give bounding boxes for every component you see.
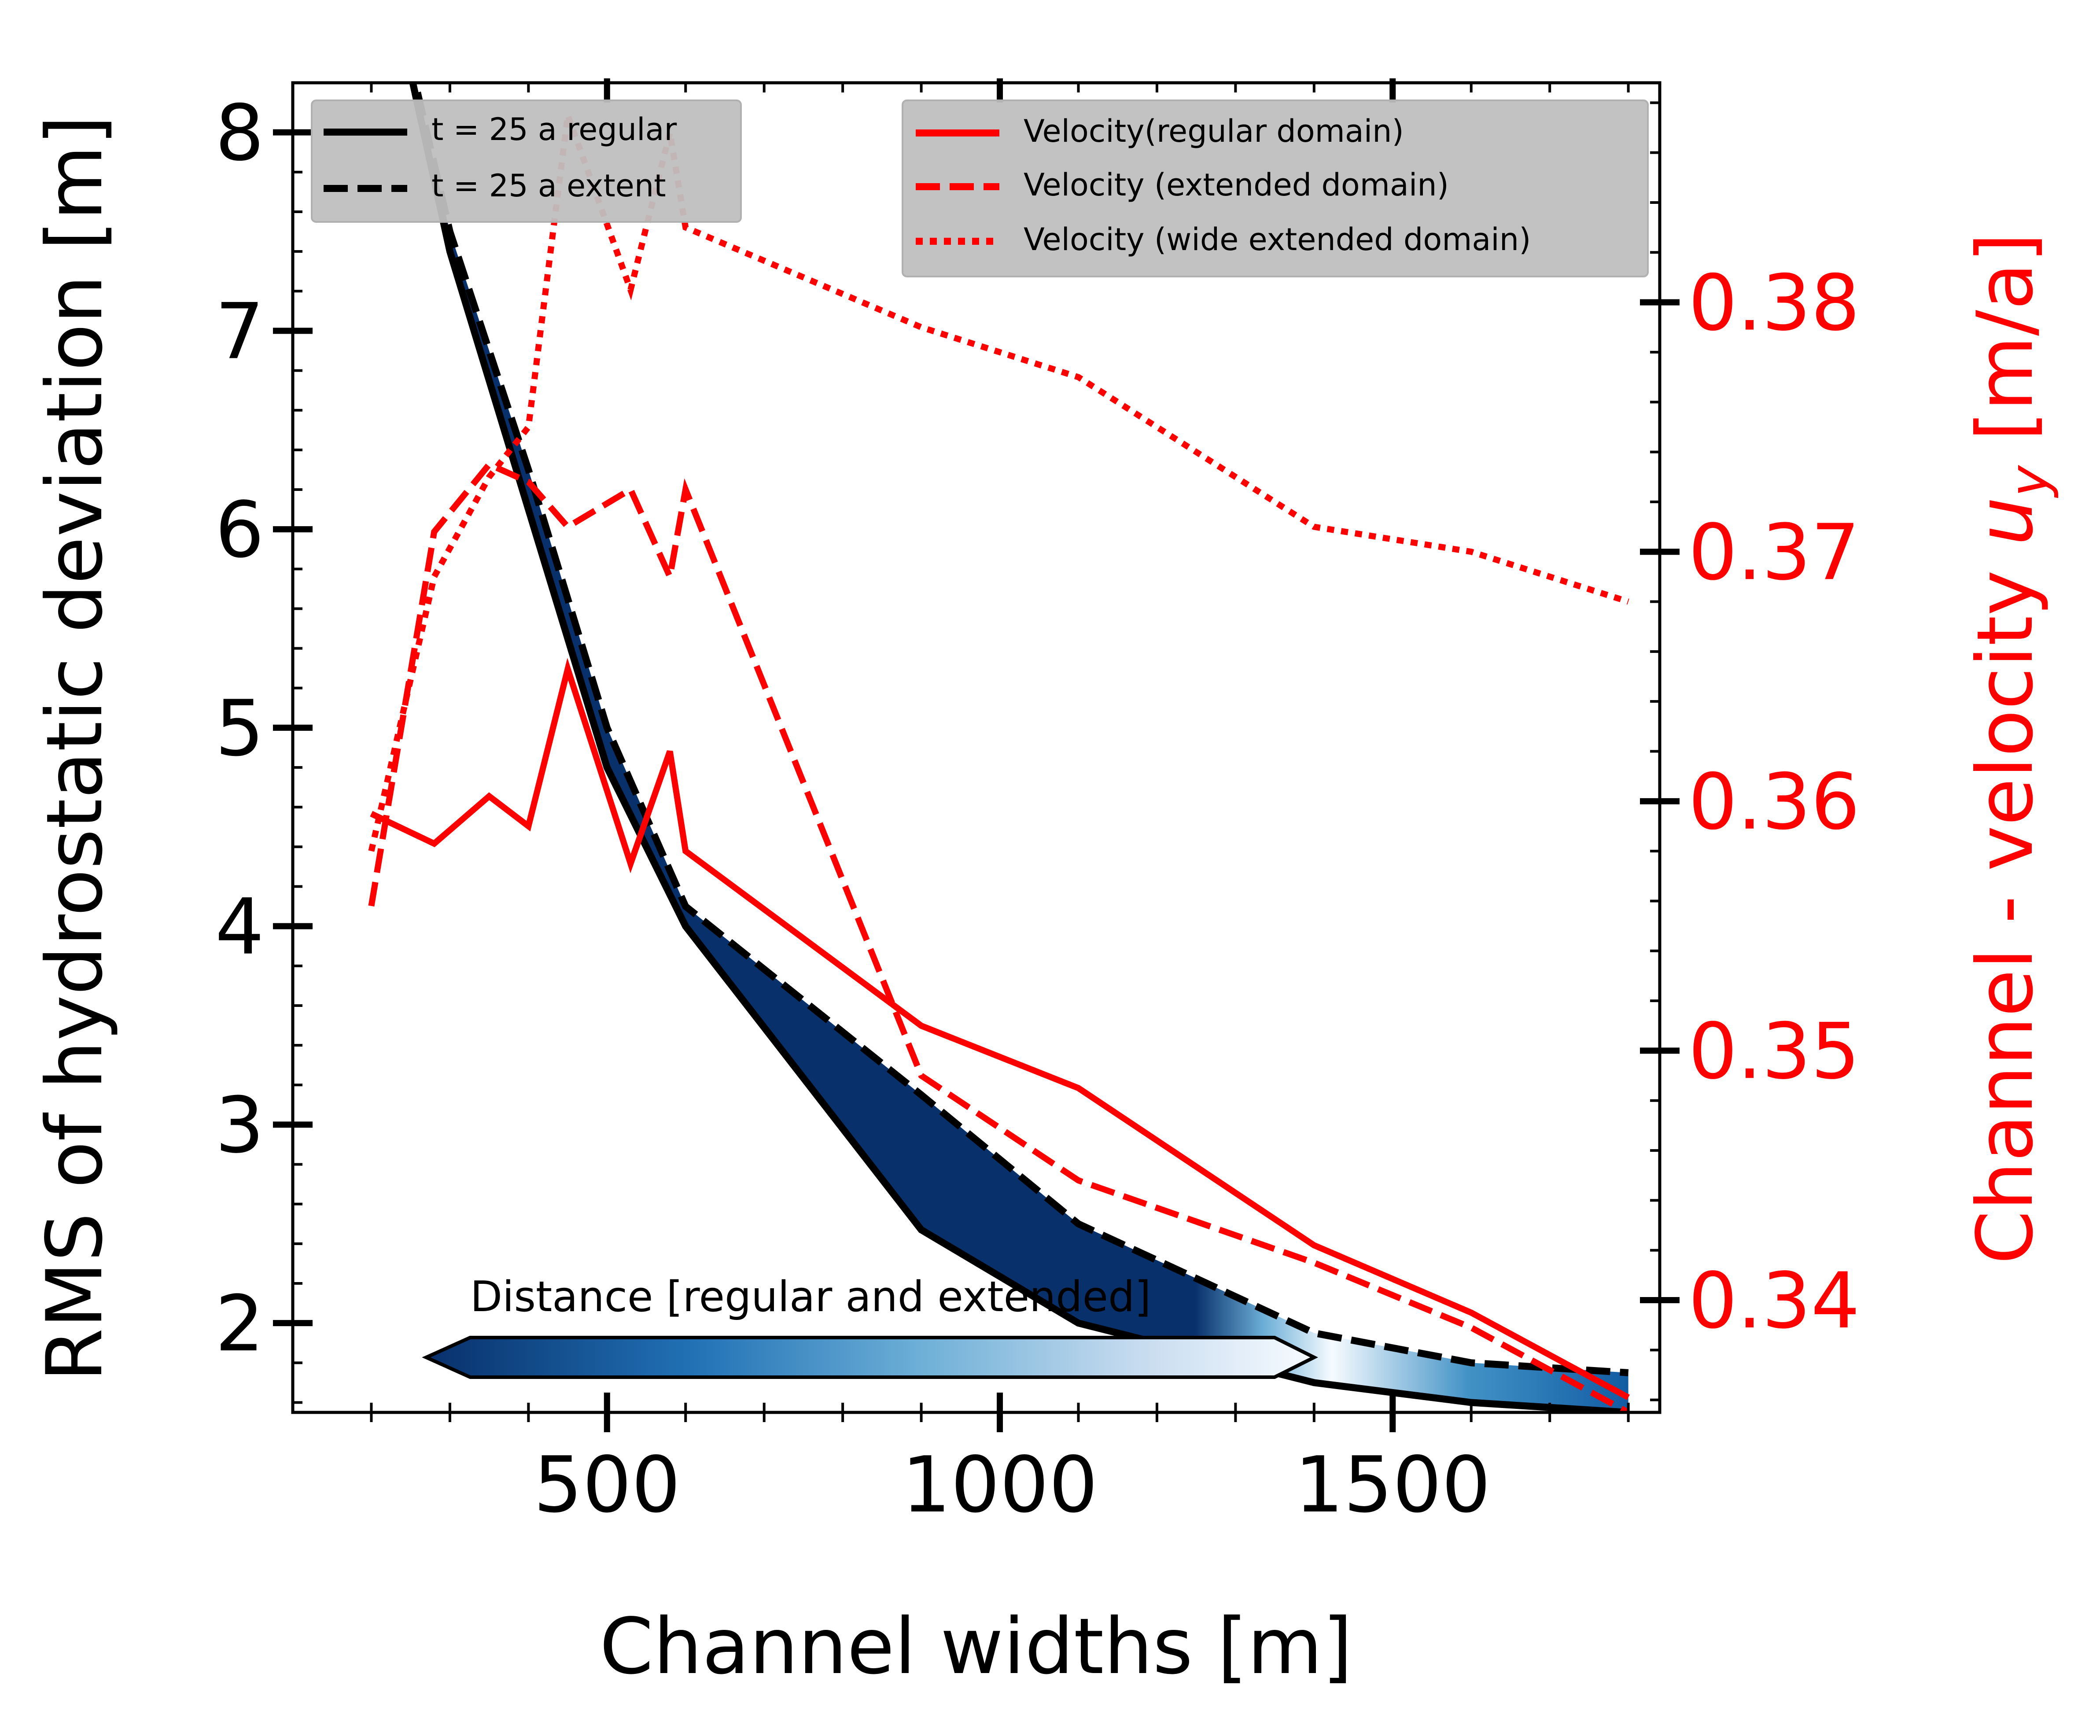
y-axis-right-label: Channel - velocity uy [m/a] [1961, 232, 2060, 1264]
y-right-tick-label: 0.35 [1688, 1007, 1860, 1096]
tick-labels-group: 500 1000 1500 2 3 4 5 6 7 8 0.34 0.35 0.36 0.37 0.38 [215, 89, 1860, 1530]
y-left-tick-label: 7 [215, 287, 264, 376]
plot-area [368, 83, 1630, 1412]
legend-label-extent: t = 25 a extent [431, 168, 666, 204]
rms-series-group [409, 83, 1629, 1412]
velocity-line-wide-extended [368, 114, 1629, 852]
y-left-tick-label: 4 [215, 883, 264, 972]
velocity-line-regular [370, 658, 1630, 1401]
colorbar-bar [422, 1336, 1318, 1379]
legend-label-regular: t = 25 a regular [431, 111, 677, 147]
legend-left: t = 25 a regular t = 25 a extent [311, 100, 742, 223]
rms-line-extent [411, 83, 1629, 1376]
rms-line-regular [409, 83, 1629, 1412]
ticks-group [273, 78, 1680, 1432]
y-axis-left-label: RMS of hydrostatic deviation [m] [30, 115, 120, 1382]
legend-label-velocity-regular: Velocity(regular domain) [1024, 113, 1404, 149]
x-tick-label: 1000 [902, 1441, 1098, 1530]
y-left-tick-label: 3 [215, 1081, 264, 1170]
legend-right: Velocity(regular domain) Velocity (exten… [902, 100, 1649, 277]
y-left-tick-label: 6 [215, 486, 264, 575]
colorbar: Distance [regular and extended] [422, 1273, 1318, 1379]
y-right-tick-label: 0.38 [1688, 259, 1860, 348]
x-axis-label: Channel widths [m] [600, 1602, 1352, 1692]
x-tick-label: 1500 [1295, 1441, 1491, 1530]
y-left-tick-label: 8 [215, 89, 264, 178]
y-right-tick-label: 0.34 [1688, 1257, 1860, 1346]
y-right-tick-label: 0.37 [1688, 508, 1860, 597]
y-left-tick-label: 5 [215, 684, 264, 774]
y-right-tick-label: 0.36 [1688, 758, 1860, 847]
legend-label-velocity-extended: Velocity (extended domain) [1024, 167, 1449, 203]
legend-left-box [311, 100, 742, 223]
y-left-tick-label: 2 [215, 1279, 264, 1369]
legend-label-velocity-wide: Velocity (wide extended domain) [1024, 221, 1531, 258]
plot-frame [291, 81, 1662, 1414]
legend-right-box [902, 100, 1649, 277]
x-tick-label: 500 [534, 1441, 681, 1530]
colorbar-label: Distance [regular and extended] [470, 1273, 1151, 1321]
velocity-series-group [368, 114, 1630, 1412]
